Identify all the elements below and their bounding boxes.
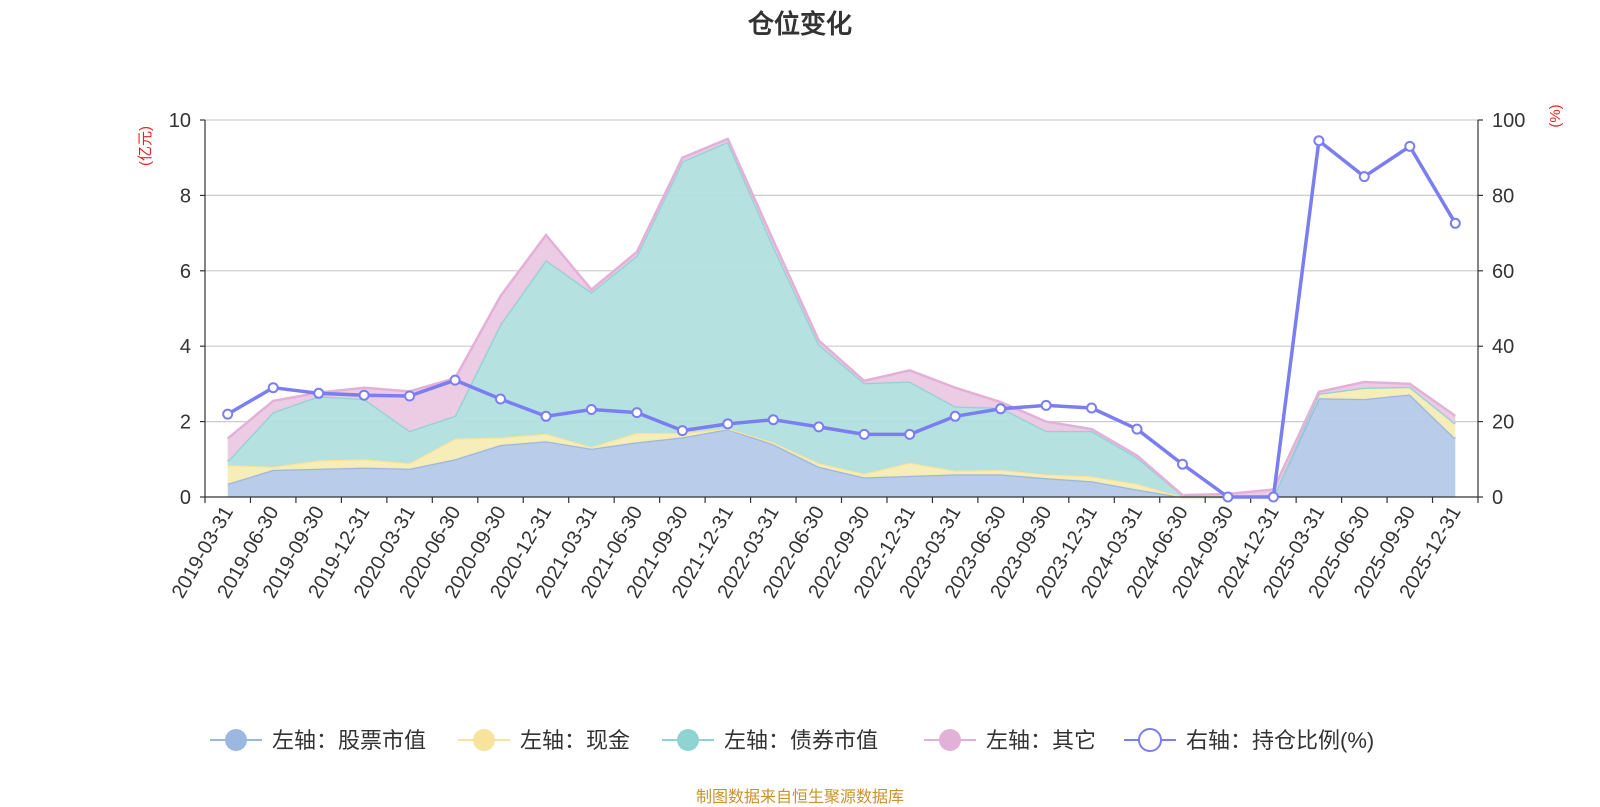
position-ratio-point	[1449, 217, 1461, 229]
position-ratio-point	[1040, 399, 1052, 411]
left-axis-tick-label: 2	[180, 412, 191, 434]
area-series-1	[227, 394, 1456, 497]
position-ratio-point	[949, 410, 961, 422]
left-axis-tick-label: 6	[180, 261, 191, 283]
position-ratio-point	[1358, 171, 1370, 183]
right-axis-unit-label: (%)	[1547, 104, 1564, 127]
legend-label: 右轴：持仓比例(%)	[1186, 728, 1374, 753]
position-ratio-point	[1222, 491, 1234, 503]
left-axis-unit-label: (亿元)	[137, 126, 154, 166]
position-ratio-point	[1177, 458, 1188, 470]
area-series-2	[227, 386, 1456, 497]
legend-label: 左轴：其它	[986, 728, 1096, 753]
data-source-note: 制图数据来自恒生聚源数据库	[695, 789, 904, 806]
legend-swatch-marker	[677, 729, 699, 751]
position-ratio-point	[404, 390, 416, 402]
position-ratio-point	[313, 387, 325, 399]
position-ratio-point	[767, 414, 779, 426]
position-ratio-point	[1131, 423, 1143, 435]
position-ratio-point	[1267, 491, 1279, 503]
legend-label: 左轴：现金	[520, 728, 630, 753]
area-series-3	[227, 141, 1456, 497]
position-ratio-point	[722, 418, 734, 430]
position-ratio-point	[222, 408, 234, 420]
left-axis-tick-label: 4	[180, 336, 191, 358]
legend-swatch-marker	[939, 729, 961, 751]
position-ratio-point	[1313, 135, 1325, 147]
right-axis-tick-label: 100	[1492, 110, 1525, 132]
left-axis-tick-label: 0	[180, 487, 191, 509]
right-axis-tick-label: 60	[1492, 261, 1514, 283]
left-axis-tick-label: 10	[169, 110, 191, 132]
position-ratio-point	[1404, 140, 1416, 152]
position-ratio-point	[995, 403, 1007, 415]
legend-label: 左轴：股票市值	[272, 728, 426, 753]
position-ratio-point	[858, 428, 870, 440]
area-series-4-edge	[226, 137, 1457, 497]
position-ratio-point	[267, 382, 279, 394]
right-axis-tick-label: 0	[1492, 487, 1503, 509]
left-axis-tick-label: 8	[180, 185, 191, 207]
legend-swatch-marker	[473, 729, 495, 751]
legend-swatch-marker	[225, 729, 247, 751]
legend-label: 左轴：债券市值	[724, 728, 878, 753]
position-ratio-point	[676, 425, 688, 437]
position-ratio-point	[585, 404, 597, 415]
right-axis-tick-label: 20	[1492, 412, 1514, 434]
position-ratio-point	[449, 374, 461, 386]
right-axis-tick-label: 40	[1492, 336, 1514, 358]
position-ratio-point	[540, 410, 552, 422]
position-ratio-point	[358, 389, 370, 401]
legend-swatch-marker	[1138, 728, 1162, 752]
position-ratio-point	[813, 421, 825, 433]
right-axis-tick-label: 80	[1492, 185, 1514, 207]
position-ratio-point	[495, 393, 506, 405]
position-ratio-point	[1086, 402, 1098, 414]
position-ratio-point	[904, 428, 916, 440]
position-ratio-point	[631, 407, 643, 419]
chart-title: 仓位变化	[747, 9, 852, 39]
position-ratio-line	[226, 138, 1457, 499]
